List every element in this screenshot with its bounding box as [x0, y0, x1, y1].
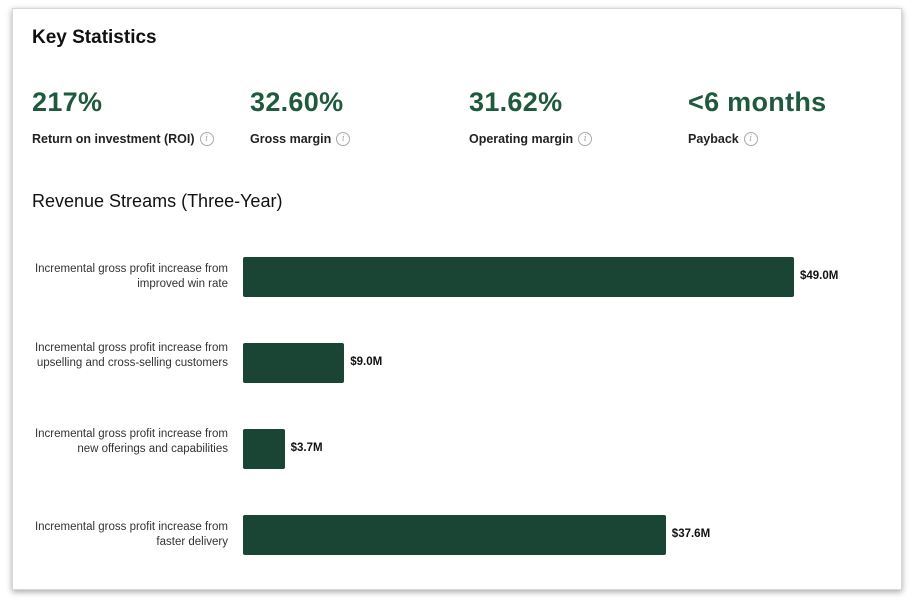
chart-title: Revenue Streams (Three-Year) — [32, 191, 283, 211]
stat-value: <6 months — [688, 87, 827, 117]
stat-3: <6 months Payback i — [688, 87, 826, 146]
bar — [243, 429, 285, 469]
category-label: Incremental gross profit increase from u… — [34, 341, 228, 369]
bar — [243, 257, 794, 297]
data-label: $49.0M — [800, 270, 839, 282]
info-icon[interactable]: i — [578, 132, 593, 146]
stat-label: Payback — [688, 132, 739, 146]
stat-0: 217% Return on investment (ROI) i — [32, 87, 214, 146]
stat-value: 31.62% — [469, 87, 563, 117]
stat-value: 217% — [32, 87, 103, 117]
stat-label: Gross margin — [250, 132, 332, 146]
stat-1: 32.60% Gross margin i — [250, 87, 351, 146]
info-icon[interactable]: i — [199, 132, 214, 146]
data-label: $9.0M — [350, 356, 383, 368]
key-statistics-card: Key Statistics 217% Return on investment… — [12, 8, 902, 590]
info-icon[interactable]: i — [336, 132, 351, 146]
category-label: Incremental gross profit increase from i… — [34, 263, 228, 290]
info-icon[interactable]: i — [743, 132, 758, 146]
stat-label: Return on investment (ROI) — [32, 132, 195, 146]
category-label: Incremental gross profit increase from n… — [34, 427, 228, 455]
bar — [243, 343, 345, 383]
stat-label: Operating margin — [469, 132, 574, 146]
data-label: $37.6M — [671, 528, 711, 540]
data-label: $3.7M — [290, 442, 323, 454]
bar — [243, 515, 666, 555]
card-title: Key Statistics — [32, 27, 157, 48]
category-label: Incremental gross profit increase from f… — [34, 521, 228, 548]
stat-value: 32.60% — [250, 87, 344, 117]
stat-2: 31.62% Operating margin i — [469, 87, 593, 146]
